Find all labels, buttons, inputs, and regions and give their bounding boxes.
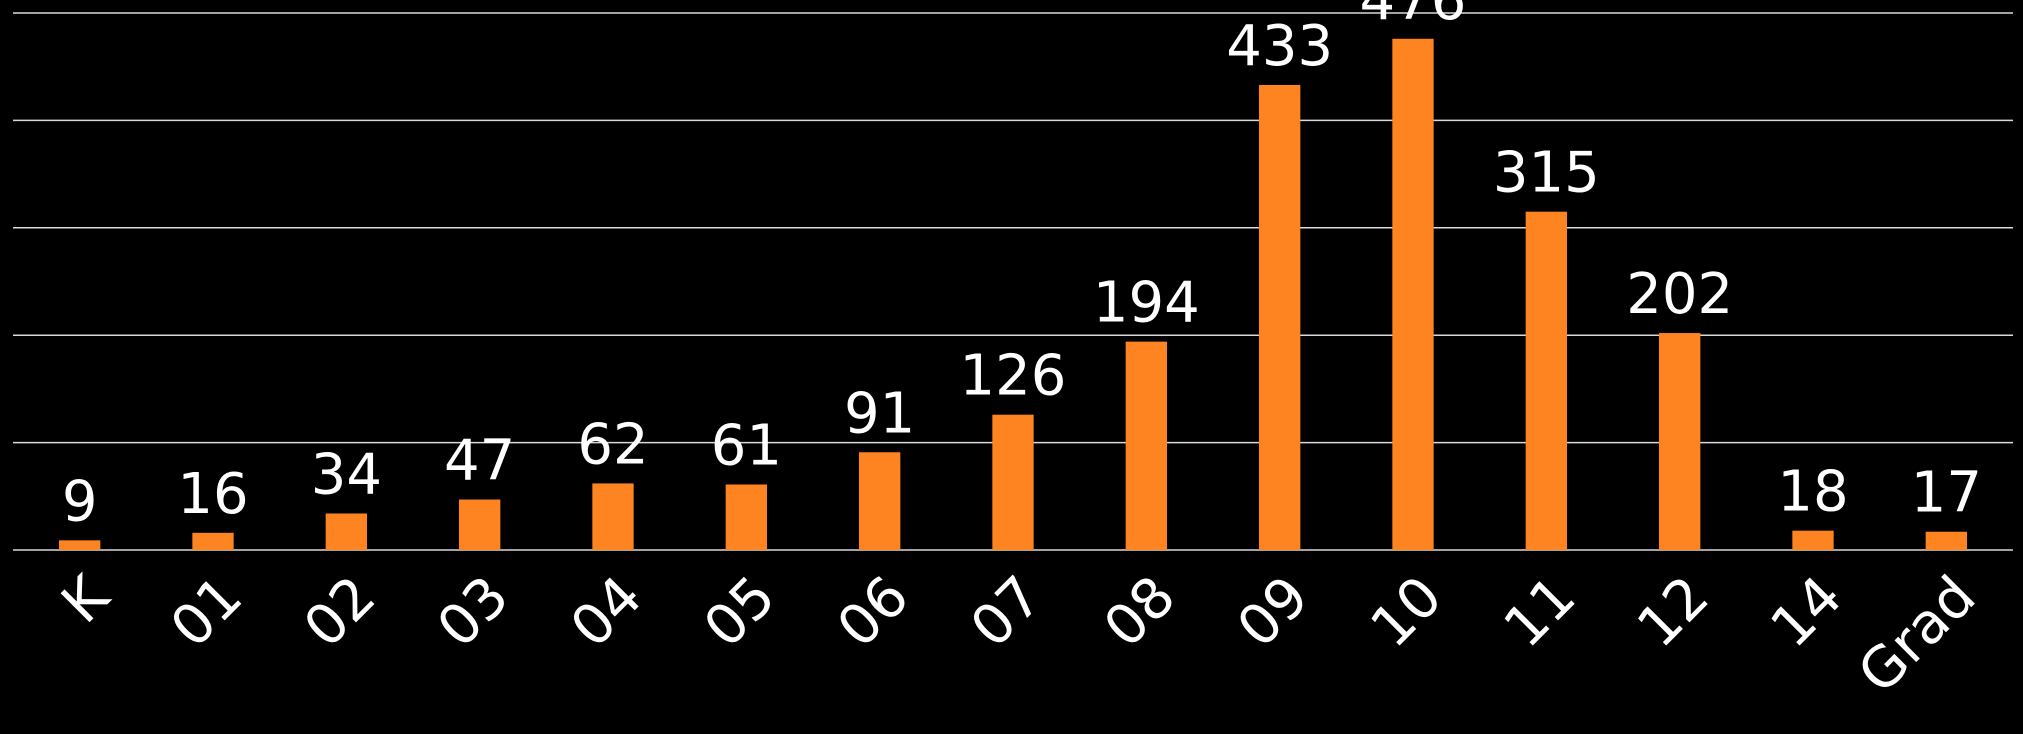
x-tick-label: 09: [1225, 564, 1321, 660]
x-tick-label: 08: [1092, 564, 1188, 660]
bar: [59, 540, 101, 550]
bar: [592, 483, 634, 550]
bar: [1259, 84, 1301, 550]
x-tick-label: 05: [692, 564, 788, 660]
bar: [859, 452, 901, 550]
data-label: 126: [960, 344, 1067, 409]
bar: [1792, 530, 1834, 550]
x-tick-label: 06: [825, 564, 921, 660]
x-tick-label: 12: [1625, 564, 1721, 660]
data-label: 61: [711, 413, 782, 478]
bar: [992, 414, 1034, 550]
bar: [1392, 38, 1434, 550]
x-tick-label: Grad: [1846, 564, 1988, 706]
data-label: 315: [1493, 141, 1600, 206]
bar: [325, 513, 367, 550]
data-label: 34: [311, 442, 382, 507]
x-tick-label: 14: [1759, 564, 1855, 660]
data-label: 16: [177, 462, 248, 527]
x-tick-label: 10: [1359, 564, 1455, 660]
bar: [459, 499, 501, 550]
bar: [725, 484, 767, 550]
x-tick-label: 04: [559, 564, 655, 660]
bar: [192, 532, 234, 550]
data-label: 9: [62, 469, 98, 534]
data-label: 17: [1911, 461, 1982, 526]
bar: [1125, 341, 1167, 550]
data-label: 47: [444, 429, 515, 494]
data-label: 62: [577, 412, 648, 477]
bar: [1659, 333, 1701, 550]
x-tick-label: 02: [292, 564, 388, 660]
data-label: 202: [1626, 262, 1733, 327]
x-tick-label: 03: [425, 564, 521, 660]
data-label: 433: [1226, 14, 1333, 79]
bar: [1925, 531, 1967, 550]
x-tick-label: 11: [1492, 564, 1588, 660]
data-label: 91: [844, 381, 915, 446]
data-label: 194: [1093, 271, 1200, 336]
x-tick-label: K: [50, 563, 123, 636]
x-tick-label: 01: [159, 564, 255, 660]
bar: [1525, 211, 1567, 550]
data-label: 476: [1360, 0, 1467, 33]
x-tick-label: 07: [959, 564, 1055, 660]
data-label: 18: [1777, 460, 1848, 525]
